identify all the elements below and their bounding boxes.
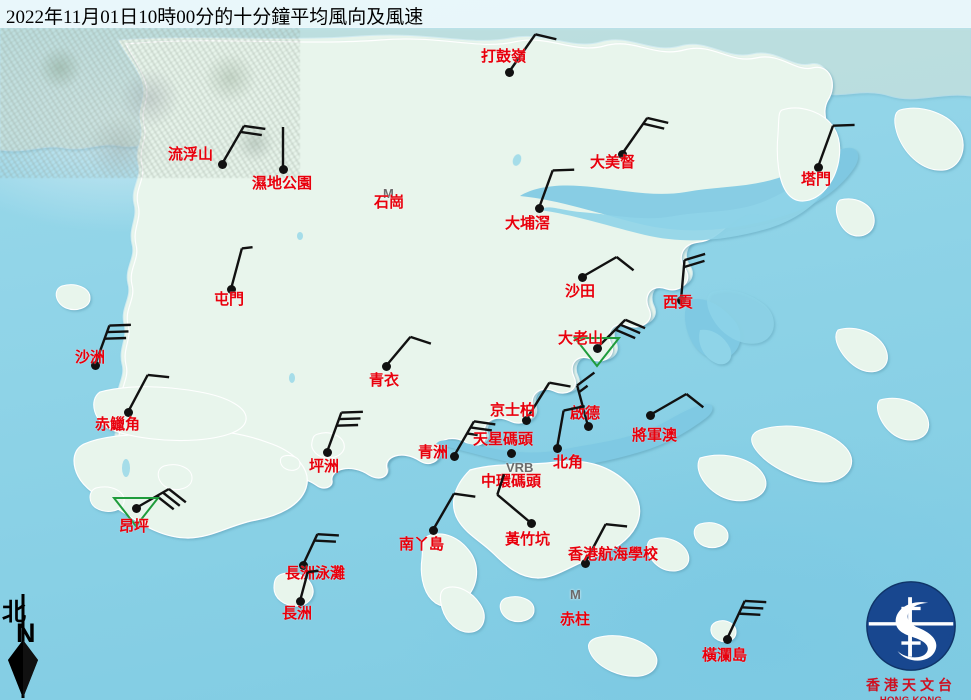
station-dot — [583, 421, 593, 431]
station-label: 南丫島 — [399, 537, 445, 553]
wind-barb-icon — [220, 124, 266, 165]
station-dot — [504, 67, 514, 77]
station-dot — [580, 558, 590, 568]
station-label: 啟德 — [570, 406, 601, 422]
compass-north-en: N — [16, 618, 36, 648]
station-dot — [645, 410, 655, 420]
station-dot — [521, 415, 531, 425]
station-label: 塔門 — [801, 172, 832, 188]
wind-barb-icon — [385, 335, 432, 367]
wind-barb-icon — [572, 318, 646, 368]
station-label: 橫瀾島 — [702, 648, 748, 664]
wind-barb-icon — [725, 599, 767, 640]
station-dot — [552, 443, 562, 453]
gust-indicator-icon — [111, 497, 161, 528]
station-label: 西貢 — [663, 295, 694, 311]
station-dot — [592, 343, 602, 353]
station-label: 將軍澳 — [632, 428, 678, 444]
wind-barb-icon — [679, 252, 706, 301]
wind-barb-icon — [508, 33, 557, 73]
station-label: 屯門 — [214, 292, 245, 308]
wind-barb-icon — [452, 420, 496, 457]
variable-wind-marker: VRB — [506, 460, 534, 475]
station-dot — [322, 447, 332, 457]
station-label: 長洲 — [282, 606, 313, 622]
station-label: 打鼓嶺 — [481, 49, 527, 65]
station-label: 青洲 — [418, 445, 449, 461]
station-dot — [676, 295, 686, 305]
gust-indicator-icon — [572, 337, 622, 368]
station-dot — [526, 518, 536, 528]
wind-barb-icon — [431, 492, 476, 531]
station-label: 沙洲 — [75, 350, 106, 366]
compass-north-zh: 北 — [2, 600, 26, 626]
station-dot — [131, 503, 141, 513]
station-label: 大埔滘 — [505, 216, 551, 232]
wind-barb-icon — [583, 522, 628, 564]
station-dot — [577, 272, 587, 282]
station-label: 香港航海學校 — [568, 547, 659, 563]
missing-data-marker: M — [570, 587, 581, 602]
station-dot — [428, 525, 438, 535]
wind-barb-icon — [496, 473, 532, 524]
wind-barb-icon — [126, 373, 170, 413]
station-dot — [617, 149, 627, 159]
compass-rose: 北 N — [2, 592, 60, 700]
station-dot — [226, 284, 236, 294]
wind-barb-icon — [93, 323, 131, 366]
logo-name-zh: 香港天文台 — [866, 679, 956, 694]
station-dot — [813, 162, 823, 172]
page-title: 2022年11月01日10時00分的十分鐘平均風向及風速 — [6, 7, 424, 28]
wind-barb-icon — [111, 487, 187, 528]
wind-barb-icon — [229, 245, 253, 290]
station-dot — [90, 360, 100, 370]
station-label: 石崗 — [374, 195, 405, 211]
station-dot — [123, 407, 133, 417]
wind-barb-icon — [281, 127, 285, 169]
wind-barb-icon — [298, 569, 319, 602]
station-label: 長洲泳灘 — [285, 566, 346, 582]
station-dot — [381, 361, 391, 371]
station-dot — [506, 448, 516, 458]
station-label: 流浮山 — [168, 147, 214, 163]
station-label: 赤柱 — [560, 612, 591, 628]
station-dot — [217, 159, 227, 169]
title-bar: 2022年11月01日10時00分的十分鐘平均風向及風速 — [0, 0, 971, 28]
station-label: 赤鱲角 — [95, 417, 141, 433]
station-label: 天星碼頭 — [473, 432, 534, 448]
station-label: 黃竹坑 — [505, 532, 551, 548]
wind-barb-icon — [524, 381, 571, 421]
station-label: 沙田 — [565, 284, 596, 300]
wind-barb-icon — [816, 123, 855, 168]
station-label: 大美督 — [590, 155, 636, 171]
station-label: 北角 — [553, 455, 584, 471]
station-label: 京士柏 — [490, 403, 536, 419]
station-dot — [534, 203, 544, 213]
station-dot — [298, 560, 308, 570]
compass-needle-icon — [8, 594, 38, 698]
logo-name-en: HONG KONG OBSERVATORY — [852, 695, 970, 700]
missing-data-marker: M — [383, 186, 394, 201]
station-label: 坪洲 — [309, 459, 340, 475]
station-label: 濕地公園 — [252, 176, 313, 192]
wind-barb-icon — [555, 404, 585, 449]
hko-emblem-icon — [866, 581, 956, 671]
wind-barb-icon — [621, 116, 669, 155]
wind-barb-icon — [649, 392, 705, 417]
station-dot — [449, 451, 459, 461]
wind-barb-icon — [581, 255, 635, 279]
wind-barb-icon — [537, 168, 575, 209]
station-dot — [278, 164, 288, 174]
station-dot — [722, 634, 732, 644]
station-label: 大老山 — [558, 331, 604, 347]
station-label: 昂坪 — [119, 519, 150, 535]
hko-logo: 香港天文台 HONG KONG OBSERVATORY — [852, 578, 970, 700]
wind-barb-icon — [301, 532, 339, 566]
station-label: 中環碼頭 — [481, 474, 542, 490]
wind-barb-icon — [325, 410, 363, 453]
station-dot — [295, 596, 305, 606]
station-label: 青衣 — [369, 373, 400, 389]
